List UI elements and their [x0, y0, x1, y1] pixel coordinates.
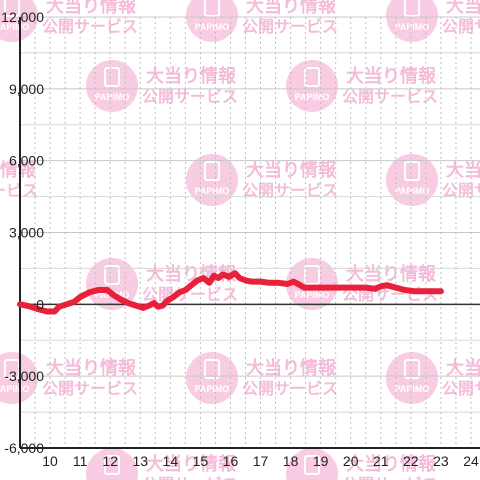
x-tick-label: 14 [163, 453, 179, 469]
y-tick-label: 12,000 [1, 9, 44, 25]
watermark-stamp [185, 0, 340, 43]
x-tick-label: 16 [223, 453, 239, 469]
x-tick-label: 15 [193, 453, 209, 469]
y-tick-label: -3,000 [4, 368, 44, 384]
x-tick-label: 17 [253, 453, 269, 469]
x-tick-label: 22 [403, 453, 419, 469]
x-tick-label: 21 [373, 453, 389, 469]
watermark-stamp [285, 257, 440, 311]
x-tick-label: 10 [42, 453, 58, 469]
y-tick-label: 6,000 [9, 153, 44, 169]
x-tick-label: 18 [283, 453, 299, 469]
x-tick-label: 12 [102, 453, 118, 469]
y-axis-labels: 12,000 9,000 6,000 3,000 0 -3,000 -6,000 [1, 9, 44, 456]
watermark-stamp [385, 153, 480, 207]
watermark-stamp [385, 351, 480, 405]
watermark-stamp [285, 59, 440, 113]
watermark-stamp [185, 153, 340, 207]
x-tick-label: 13 [132, 453, 148, 469]
watermark-stamp [185, 351, 340, 405]
series-line [17, 270, 444, 315]
chart-axes [19, 17, 480, 449]
series-layer [17, 270, 444, 315]
y-tick-label: -6,000 [4, 440, 44, 456]
x-tick-label: 24 [463, 453, 479, 469]
y-tick-label: 3,000 [9, 225, 44, 241]
y-tick-label: 9,000 [9, 81, 44, 97]
watermark-stamp [385, 0, 480, 43]
x-tick-label: 20 [343, 453, 359, 469]
y-tick-label: 0 [36, 296, 44, 312]
x-tick-label: 23 [433, 453, 449, 469]
x-axis-labels: 10 11 12 13 14 15 16 17 18 19 20 21 22 23 24 [42, 453, 479, 469]
x-tick-label: 11 [73, 453, 88, 469]
x-tick-label: 19 [313, 453, 329, 469]
